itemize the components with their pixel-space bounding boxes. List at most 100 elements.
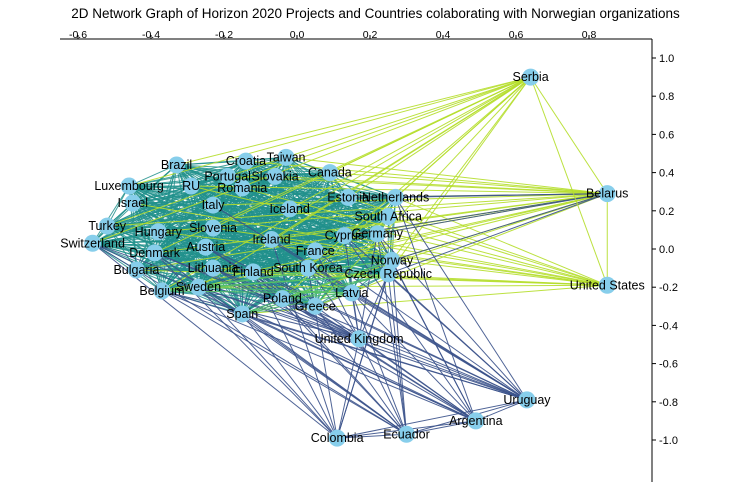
network-edge — [92, 242, 163, 292]
node-label: Austria — [186, 240, 225, 254]
x-tick-label: 0.8 — [582, 29, 597, 41]
network-edge — [198, 286, 338, 439]
node-bulgaria — [127, 261, 145, 279]
network-edge — [314, 306, 407, 435]
network-edge — [329, 172, 396, 198]
network-edge — [358, 338, 407, 435]
network-edge — [136, 269, 199, 288]
node-colombia — [328, 429, 346, 447]
node-label: Ireland — [252, 232, 290, 246]
node-germany — [368, 225, 386, 243]
node-label: Romania — [217, 181, 267, 195]
network-edge — [154, 193, 608, 254]
network-edge — [289, 208, 389, 218]
network-edge — [132, 196, 349, 204]
y-tick-label: 0.4 — [659, 168, 674, 180]
network-edge — [376, 233, 528, 401]
node-label: Netherlands — [362, 190, 429, 204]
network-edge — [154, 252, 392, 261]
y-tick-label: -0.4 — [659, 320, 678, 332]
network-edge — [176, 156, 287, 166]
node-label: France — [296, 244, 335, 258]
axes-layer: -0.6 -0.4 -0.2 0.0 0.2 0.4 0.6 0.8 1.0 0.8 0.6 0.4 0… — [60, 29, 678, 482]
network-edge — [242, 187, 608, 286]
label-layer: Serbia Belarus United States UruguayArgenti… — [60, 70, 644, 445]
node-argentina — [467, 412, 485, 430]
network-edge — [129, 175, 228, 187]
network-edge — [107, 175, 228, 227]
node-label: RU — [182, 179, 200, 193]
node-czech-republic — [379, 265, 397, 283]
node-label: Luxembourg — [94, 179, 164, 193]
y-tick-label: 0.6 — [659, 129, 674, 141]
node-label: Bulgaria — [113, 263, 159, 277]
x-tick-label: -0.4 — [142, 29, 160, 41]
network-edge — [154, 252, 214, 269]
network-edge — [377, 193, 608, 235]
node-united-kingdom — [350, 330, 368, 348]
x-tick-label: -0.6 — [69, 29, 87, 41]
y-tick-label: 0.2 — [659, 206, 674, 218]
node-cyprus — [335, 227, 353, 245]
node-label: Hungary — [135, 225, 183, 239]
node-layer — [84, 68, 616, 447]
node-lithuania — [204, 259, 222, 277]
node-label: Greece — [295, 299, 336, 313]
network-edge — [344, 193, 608, 237]
network-edge — [107, 204, 214, 227]
network-edge — [351, 292, 407, 435]
network-edge — [213, 227, 345, 237]
node-croatia — [237, 152, 255, 170]
network-edge — [358, 338, 477, 422]
node-label: Turkey — [88, 219, 126, 233]
node-label: Norway — [371, 253, 414, 267]
x-tick-label: 0.6 — [509, 29, 524, 41]
network-edge — [241, 313, 338, 439]
network-edge — [282, 292, 352, 300]
node-ecuador — [398, 425, 415, 443]
network-edge — [154, 252, 338, 439]
node-belarus — [598, 185, 616, 203]
network-edge — [358, 233, 378, 339]
network-edge — [530, 76, 608, 194]
node-italy — [204, 196, 222, 214]
node-label: Croatia — [226, 154, 266, 168]
node-label: Uruguay — [503, 393, 551, 407]
node-uruguay — [518, 391, 536, 409]
node-spain — [233, 305, 251, 323]
node-label: Slovakia — [251, 169, 298, 183]
network-edge — [92, 238, 272, 244]
node-greece — [306, 297, 324, 315]
node-united-states — [598, 276, 616, 294]
network-edge — [212, 250, 316, 269]
network-edge — [158, 231, 608, 286]
node-label: Switzerland — [60, 236, 125, 250]
network-edge — [388, 193, 608, 275]
y-tick-label: -0.8 — [659, 397, 678, 409]
network-edge — [154, 252, 528, 401]
network-edge — [154, 250, 316, 254]
x-tick-label: -0.2 — [215, 29, 233, 41]
node-label: Sweden — [176, 280, 221, 294]
node-south-korea — [299, 259, 317, 277]
y-tick-label: -1.0 — [659, 435, 678, 447]
node-ireland — [262, 230, 280, 248]
network-edge — [213, 196, 349, 206]
node-label: Taiwan — [267, 150, 306, 164]
network-edge — [106, 225, 155, 254]
network-edge — [391, 76, 531, 261]
node-estonia — [339, 188, 357, 206]
node-slovakia — [266, 167, 284, 185]
node-norway — [383, 251, 401, 269]
network-edge — [212, 267, 477, 422]
network-edge — [344, 235, 477, 422]
network-edge — [92, 185, 130, 244]
node-label: Estonia — [327, 190, 369, 204]
network-edge — [128, 76, 531, 187]
network-edge — [242, 187, 349, 198]
node-label: Serbia — [513, 70, 549, 84]
node-label: Israel — [117, 196, 148, 210]
y-tick-label: -0.6 — [659, 359, 678, 371]
network-edge — [176, 76, 531, 166]
network-edge — [344, 235, 608, 286]
